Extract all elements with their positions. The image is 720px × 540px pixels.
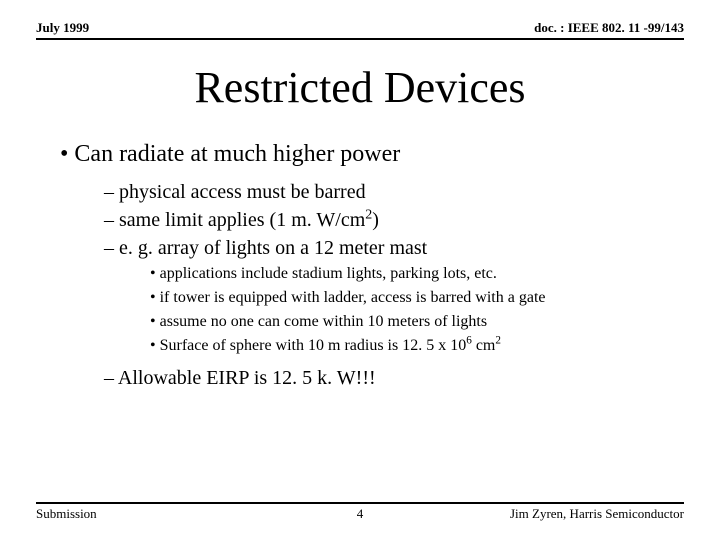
lvl2-text-2: e. g. array of lights on a 12 meter mast: [119, 237, 427, 259]
footer-rule: [36, 502, 684, 504]
superscript: 2: [495, 335, 501, 347]
bullet-lvl1: Can radiate at much higher power: [60, 138, 680, 170]
lvl3-text-0: applications include stadium lights, par…: [160, 265, 497, 282]
lvl3-text-2: assume no one can come within 10 meters …: [160, 313, 487, 330]
header: July 1999 doc. : IEEE 802. 11 -99/143: [36, 20, 684, 40]
footer: Submission 4 Jim Zyren, Harris Semicondu…: [36, 502, 684, 522]
lvl1-text: Can radiate at much higher power: [74, 141, 400, 167]
footer-page-number: 4: [36, 506, 684, 522]
lvl2b-text: Allowable EIRP is 12. 5 k. W!!!: [118, 367, 376, 389]
lvl2-text-0: physical access must be barred: [119, 181, 366, 203]
bullet-lvl2: e. g. array of lights on a 12 meter mast: [104, 234, 680, 262]
page-title: Restricted Devices: [0, 62, 720, 113]
lvl3-text-3: Surface of sphere with 10 m radius is 12…: [160, 337, 467, 354]
header-date: July 1999: [36, 20, 89, 36]
lvl2-text-1: same limit applies (1 m. W/cm: [119, 209, 365, 231]
bullet-lvl2: Allowable EIRP is 12. 5 k. W!!!: [104, 364, 680, 392]
bullet-lvl3: applications include stadium lights, par…: [150, 262, 680, 286]
bullet-lvl2: same limit applies (1 m. W/cm2): [104, 206, 680, 234]
bullet-lvl2: physical access must be barred: [104, 178, 680, 206]
lvl3-text-1: if tower is equipped with ladder, access…: [160, 289, 546, 306]
header-rule: [36, 38, 684, 40]
bullet-lvl3: assume no one can come within 10 meters …: [150, 310, 680, 334]
footer-row: Submission 4 Jim Zyren, Harris Semicondu…: [36, 506, 684, 522]
bullet-lvl3: if tower is equipped with ladder, access…: [150, 286, 680, 310]
content: Can radiate at much higher power physica…: [60, 138, 680, 392]
header-row: July 1999 doc. : IEEE 802. 11 -99/143: [36, 20, 684, 36]
bullet-lvl3: Surface of sphere with 10 m radius is 12…: [150, 334, 680, 358]
header-doc: doc. : IEEE 802. 11 -99/143: [534, 20, 684, 36]
lvl3-tail: cm: [472, 337, 496, 354]
lvl2-tail-1: ): [372, 209, 379, 231]
